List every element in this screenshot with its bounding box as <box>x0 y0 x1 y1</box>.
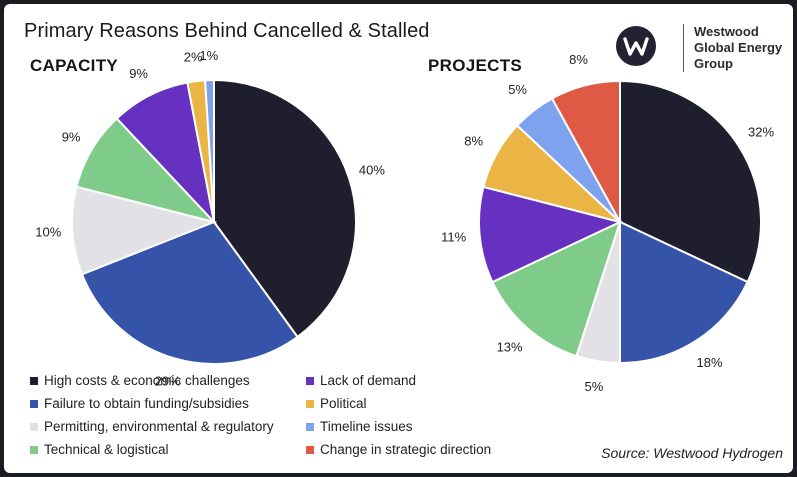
legend-swatch <box>30 399 38 408</box>
legend-label: Technical & logistical <box>44 442 169 457</box>
capacity-slice-2 <box>71 185 218 276</box>
legend-swatch <box>30 376 38 385</box>
capacity-slice-label-3: 9% <box>62 130 81 145</box>
legend-swatch <box>30 445 38 454</box>
projects-pie: 32% 18% 5% 13% 11% 8% 5% 8% <box>441 52 774 394</box>
legend-swatch <box>306 376 314 385</box>
capacity-slice-label-0: 40% <box>359 163 385 178</box>
projects-slice-label-7: 8% <box>569 52 588 67</box>
projects-slice-label-2: 5% <box>585 379 604 394</box>
capacity-slice-label-1: 29% <box>155 373 181 388</box>
legend-item-funding: Failure to obtain funding/subsidies <box>30 396 249 411</box>
chart-card: Primary Reasons Behind Cancelled & Stall… <box>4 4 793 473</box>
legend-swatch <box>306 399 314 408</box>
capacity-slice-6 <box>204 78 215 223</box>
capacity-pie: 40% 29% 10% 9% 9% 2%1% <box>35 48 385 388</box>
legend-label: Change in strategic direction <box>320 442 492 457</box>
projects-slice-0 <box>619 79 762 284</box>
legend-label: Timeline issues <box>320 419 413 434</box>
legend-item-permitting: Permitting, environmental & regulatory <box>30 419 274 434</box>
legend-label: Failure to obtain funding/subsidies <box>44 396 249 411</box>
westwood-w-icon <box>616 26 656 66</box>
capacity-slice-0 <box>213 78 357 339</box>
projects-slice-7 <box>550 79 621 223</box>
legend-label: Political <box>320 396 367 411</box>
legend-label: Permitting, environmental & regulatory <box>44 419 274 434</box>
legend-label: Lack of demand <box>320 373 417 388</box>
legend-item-technical: Technical & logistical <box>30 442 169 457</box>
legend-item-timeline: Timeline issues <box>306 419 413 434</box>
projects-slice-label-3: 13% <box>497 339 523 354</box>
projects-slice-3 <box>491 220 622 358</box>
capacity-slice-1 <box>80 220 299 365</box>
logo-text: Westwood Global Energy Group <box>694 24 782 72</box>
capacity-slice-3 <box>75 117 218 224</box>
projects-slice-label-6: 5% <box>508 82 527 97</box>
legend-swatch <box>306 445 314 454</box>
capacity-slice-label-4: 9% <box>129 66 148 81</box>
legend-label: High costs & economic challenges <box>44 373 250 388</box>
projects-pie-title: PROJECTS <box>428 56 523 75</box>
capacity-slice-label-2: 10% <box>35 224 61 239</box>
legend-item-demand: Lack of demand <box>306 373 416 388</box>
projects-slice-1 <box>619 220 749 365</box>
logo-divider <box>683 24 684 72</box>
legend-item-strategic: Change in strategic direction <box>306 442 491 457</box>
legend-swatch <box>30 422 38 431</box>
projects-slice-label-4: 11% <box>441 230 466 245</box>
logo-line-2: Global Energy <box>694 40 783 55</box>
logo-line-3: Group <box>694 56 733 71</box>
legend-item-political: Political <box>306 396 367 411</box>
capacity-slice-label-6: 1% <box>199 48 218 63</box>
chart-title: Primary Reasons Behind Cancelled & Stall… <box>24 20 430 42</box>
legend-item-high-costs: High costs & economic challenges <box>30 373 250 388</box>
source-note: Source: Westwood Hydrogen <box>601 445 783 461</box>
capacity-pie-title: CAPACITY <box>30 56 119 75</box>
capacity-slice-4 <box>115 81 216 226</box>
westwood-logo: Westwood Global Energy Group <box>616 22 786 82</box>
projects-slice-label-0: 32% <box>748 125 774 140</box>
projects-slice-4 <box>478 185 623 284</box>
projects-slice-label-5: 8% <box>464 134 483 149</box>
legend-swatch <box>306 422 314 431</box>
projects-slice-label-1: 18% <box>696 355 722 370</box>
logo-line-1: Westwood <box>694 24 759 39</box>
capacity-slice-label-5: 2% <box>184 49 203 64</box>
pie-charts: 40% 29% 10% 9% 9% 2%1% 32% 18% 5% 13% 11% 8% 5% 8% <box>35 48 774 394</box>
